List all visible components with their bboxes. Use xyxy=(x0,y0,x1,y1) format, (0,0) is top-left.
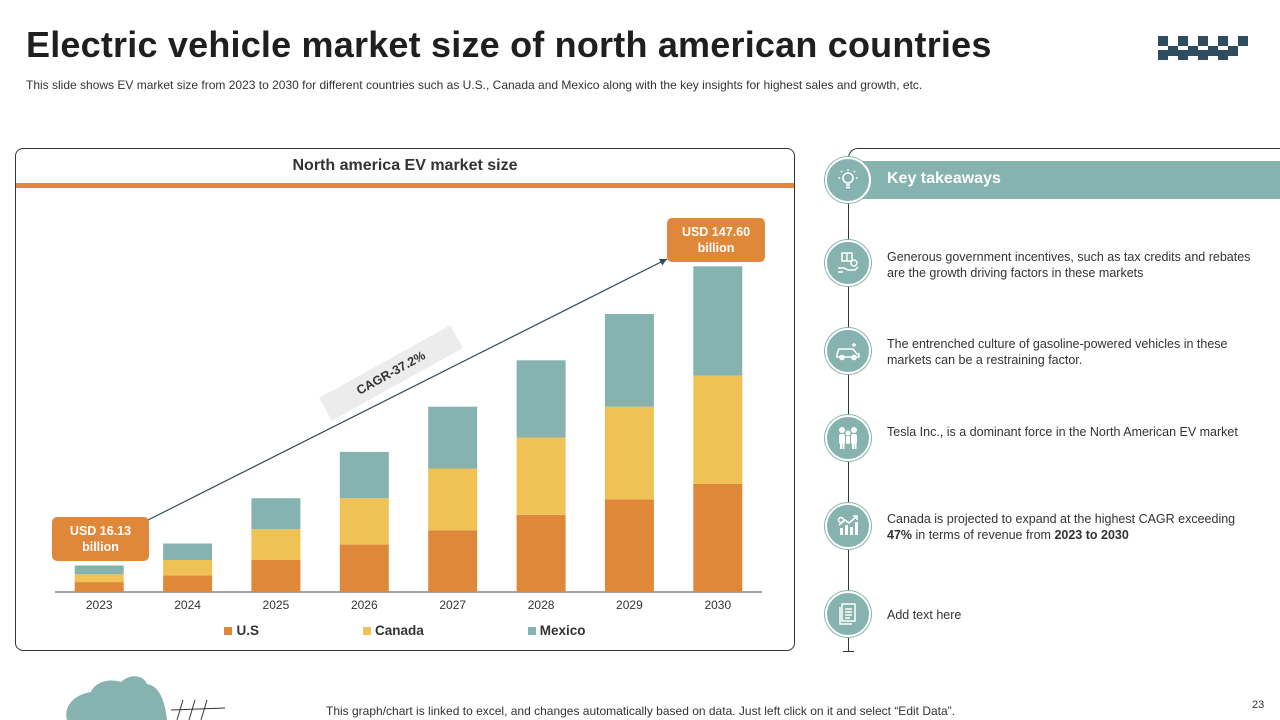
people-group-icon xyxy=(825,415,871,461)
chart-header-divider xyxy=(16,183,794,188)
bar-us-2026 xyxy=(339,544,389,592)
x-tick-label-2029: 2029 xyxy=(616,598,643,612)
checkered-flag-decoration xyxy=(1158,36,1248,60)
bar-canada-2026 xyxy=(339,498,389,545)
takeaway-item-4-highlight-years: 2023 to 2030 xyxy=(1054,528,1129,542)
legend-item-mexico: Mexico xyxy=(527,623,586,638)
legend-swatch-canada xyxy=(362,626,371,635)
bar-us-2025 xyxy=(251,560,301,592)
timeline-line xyxy=(848,160,849,652)
bar-canada-2029 xyxy=(604,406,654,500)
legend-swatch-us xyxy=(224,626,233,635)
bar-mexico-2023 xyxy=(74,565,124,575)
legend-label-us: U.S xyxy=(236,623,259,638)
chart-title: North america EV market size xyxy=(292,157,518,174)
legend-item-us: U.S xyxy=(224,623,259,638)
takeaways-title: Key takeaways xyxy=(887,170,1001,187)
bar-canada-2030 xyxy=(693,375,743,484)
slide-subtitle: This slide shows EV market size from 202… xyxy=(26,78,923,92)
bar-mexico-2027 xyxy=(428,406,478,469)
bar-canada-2023 xyxy=(74,574,124,582)
growth-chart-icon xyxy=(825,503,871,549)
takeaway-item-4: Canada is projected to expand at the hig… xyxy=(887,511,1257,543)
legend-label-mexico: Mexico xyxy=(539,623,586,638)
bar-mexico-2030 xyxy=(693,266,743,376)
gasoline-car-icon xyxy=(825,328,871,374)
lightbulb-icon xyxy=(825,157,871,203)
takeaway-item-3: Tesla Inc., is a dominant force in the N… xyxy=(887,425,1238,439)
footer-note: This graph/chart is linked to excel, and… xyxy=(326,704,955,718)
takeaway-item-1: Generous government incentives, such as … xyxy=(887,250,1251,280)
government-incentive-icon xyxy=(825,240,871,286)
slide-title: Electric vehicle market size of north am… xyxy=(26,24,992,65)
bar-canada-2025 xyxy=(251,529,301,560)
cagr-trend-arrow xyxy=(147,258,668,521)
bar-us-2024 xyxy=(163,575,213,592)
stacked-bar-chart: 2023 2024 2025 2026 2027 2028 2029 2030 xyxy=(55,258,762,612)
decorative-paint-splash xyxy=(66,676,226,720)
bar-canada-2024 xyxy=(163,560,213,576)
takeaway-item-5: Add text here xyxy=(887,608,962,622)
document-icon xyxy=(825,591,871,637)
legend-swatch-mexico xyxy=(527,626,536,635)
timeline-end-cap xyxy=(843,651,854,652)
x-tick-label-2027: 2027 xyxy=(439,598,466,612)
takeaway-item-2: The entrenched culture of gasoline-power… xyxy=(887,337,1228,367)
takeaways-header-bar xyxy=(862,161,1280,199)
bar-mexico-2028 xyxy=(516,360,566,438)
bar-canada-2028 xyxy=(516,437,566,515)
bar-canada-2027 xyxy=(428,468,478,531)
chart-panel: North america EV market size xyxy=(15,148,795,651)
legend-label-canada: Canada xyxy=(374,623,424,638)
page-number: 23 xyxy=(1252,699,1265,711)
takeaway-item-4-highlight-percent: 47% xyxy=(887,528,913,542)
x-tick-label-2028: 2028 xyxy=(528,598,555,612)
legend-item-canada: Canada xyxy=(362,623,424,638)
bar-us-2029 xyxy=(604,499,654,592)
bar-mexico-2025 xyxy=(251,498,301,530)
chart-legend: U.S Canada Mexico xyxy=(15,623,795,638)
x-tick-label-2030: 2030 xyxy=(704,598,731,612)
bar-mexico-2029 xyxy=(604,314,654,407)
x-tick-label-2024: 2024 xyxy=(174,598,201,612)
start-value-callout: USD 16.13 billion xyxy=(52,517,149,561)
bar-us-2027 xyxy=(428,530,478,592)
bar-mexico-2026 xyxy=(339,451,389,499)
x-tick-label-2026: 2026 xyxy=(351,598,378,612)
x-tick-label-2025: 2025 xyxy=(263,598,290,612)
end-value-callout: USD 147.60 billion xyxy=(667,218,765,262)
takeaway-item-4-text-a: Canada is projected to expand at the hig… xyxy=(887,512,1236,526)
bar-us-2028 xyxy=(516,514,566,592)
bar-us-2030 xyxy=(693,483,743,592)
takeaway-item-4-text-c: in terms of revenue from xyxy=(912,528,1055,542)
bar-mexico-2024 xyxy=(163,543,213,560)
x-tick-label-2023: 2023 xyxy=(86,598,113,612)
bar-us-2023 xyxy=(74,582,124,592)
